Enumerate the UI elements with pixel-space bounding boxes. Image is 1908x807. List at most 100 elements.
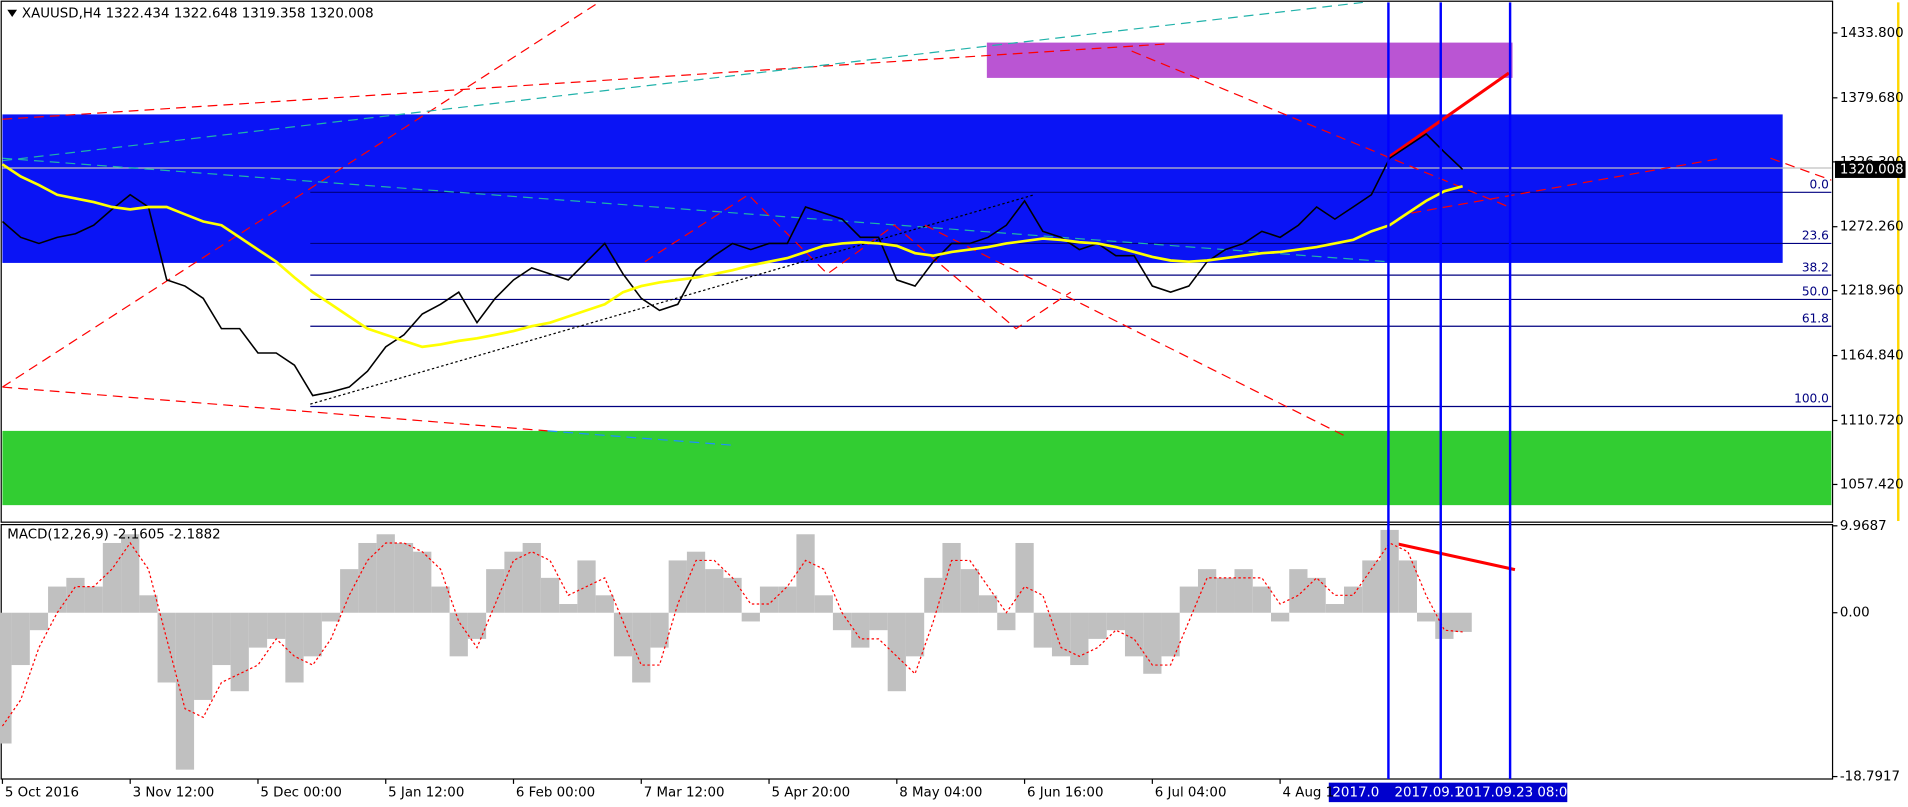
macd-bar — [1325, 604, 1344, 613]
macd-bar — [394, 542, 414, 613]
macd-bar — [1106, 612, 1125, 631]
macd-bar — [212, 612, 231, 666]
y-tick-label: 1379.680 — [1840, 91, 1904, 106]
x-tick-label: 5 Oct 2016 — [5, 785, 79, 800]
trendline — [2, 1, 1363, 162]
trendline — [2, 43, 1169, 120]
macd-bar — [705, 569, 724, 613]
macd-bar — [869, 612, 888, 631]
macd-bar — [905, 612, 925, 657]
macd-bar — [942, 542, 961, 613]
macd-bar — [504, 551, 523, 613]
target-zone — [986, 42, 1513, 78]
macd-bar — [924, 577, 943, 613]
macd-bar — [1270, 612, 1290, 622]
x-tick-label: 5 Dec 00:00 — [260, 785, 341, 800]
macd-bar — [467, 612, 487, 639]
moving-average — [1, 163, 1463, 349]
macd-bar — [486, 569, 505, 613]
macd-bar — [978, 595, 998, 613]
cursor-label: 2017.09.23 08:00 — [1457, 785, 1576, 800]
macd-bar — [413, 551, 432, 613]
macd-bar — [175, 612, 195, 770]
signal-line — [1, 541, 1463, 727]
menu-arrow[interactable] — [7, 9, 18, 18]
macd-bar — [0, 612, 12, 744]
last-price-box — [1834, 160, 1906, 178]
macd-bar — [1435, 612, 1454, 639]
macd-bar — [303, 612, 322, 657]
supply-zone — [2, 114, 1783, 263]
y-tick-label: -18.7917 — [1840, 770, 1900, 785]
macd-bar — [887, 612, 906, 692]
divergence-line — [1386, 540, 1516, 572]
fib-label: 23.6 — [1802, 229, 1829, 243]
trendline — [1411, 157, 1722, 214]
y-tick-label: 1110.720 — [1840, 414, 1904, 429]
last-price-label: 1320.008 — [1840, 162, 1904, 177]
zigzag — [644, 193, 1072, 330]
trendline — [2, 386, 548, 432]
macd-bar — [358, 542, 377, 613]
macd-bar — [960, 569, 979, 613]
trendlines — [2, 1, 1832, 572]
macd-bar — [832, 612, 852, 631]
macd-bar — [230, 612, 249, 692]
macd-bar — [157, 612, 176, 683]
x-tick-label: 6 Feb 00:00 — [516, 785, 595, 800]
macd-bar — [1143, 612, 1162, 674]
trendline — [2, 157, 1388, 263]
macd-bar — [66, 577, 85, 613]
macd-bar — [814, 595, 833, 613]
macd-bar — [1453, 612, 1472, 632]
y-tick-label: 1164.840 — [1840, 349, 1904, 364]
macd-bar — [613, 612, 633, 657]
y-tick-label: 1272.260 — [1840, 220, 1904, 235]
macd-bar — [759, 586, 779, 613]
macd-bar — [1343, 586, 1363, 613]
macd-bar — [540, 577, 560, 613]
y-tick-label: 0.00 — [1840, 606, 1870, 621]
macd-bar — [851, 612, 870, 648]
macd-bar — [1289, 569, 1308, 613]
fibonacci: 0.0 23.6 38.2 50.0 61.8 100.0 — [310, 178, 1832, 408]
divergence-line — [1386, 71, 1510, 160]
demand-zone — [2, 430, 1832, 506]
macd-bar — [778, 586, 797, 613]
macd-bar — [1033, 612, 1052, 648]
macd-bar — [449, 612, 468, 657]
x-tick-label: 3 Nov 12:00 — [133, 785, 215, 800]
macd-bar — [723, 577, 742, 613]
marks — [0, 132, 1472, 770]
cursor-label-bg — [1328, 782, 1568, 803]
macd-bar — [1216, 577, 1235, 613]
trendline — [1131, 50, 1510, 208]
y-tick-label: 1057.420 — [1840, 477, 1904, 492]
macd-bar — [29, 612, 49, 631]
chart-title: XAUUSD,H4 1322.434 1322.648 1319.358 132… — [22, 6, 374, 21]
macd-bar — [139, 595, 158, 613]
macd-bar — [997, 612, 1016, 631]
macd-bar — [1124, 612, 1144, 657]
macd-title: MACD(12,26,9) -2.1605 -2.1882 — [7, 527, 220, 542]
macd-bar — [1398, 560, 1418, 613]
fib-label: 50.0 — [1802, 285, 1829, 299]
macd-bar — [1417, 612, 1436, 622]
macd-bar — [1088, 612, 1107, 639]
trendline — [310, 194, 1035, 405]
macd-bar — [194, 612, 213, 700]
cursor-label: 2017.0 — [1332, 785, 1379, 800]
macd-bar — [84, 586, 103, 613]
x-tick-label: 5 Jan 12:00 — [388, 785, 464, 800]
x-tick-label: 4 Aug 1 — [1283, 785, 1335, 800]
macd-bar — [668, 560, 687, 613]
macd-bar — [285, 612, 304, 683]
fib-label: 38.2 — [1802, 260, 1829, 274]
price-line — [1, 132, 1464, 397]
macd-bar — [1234, 569, 1253, 613]
macd-bar — [1179, 586, 1198, 613]
y-tick-label: 9.9687 — [1840, 519, 1887, 534]
x-tick-label: 8 May 04:00 — [899, 785, 982, 800]
